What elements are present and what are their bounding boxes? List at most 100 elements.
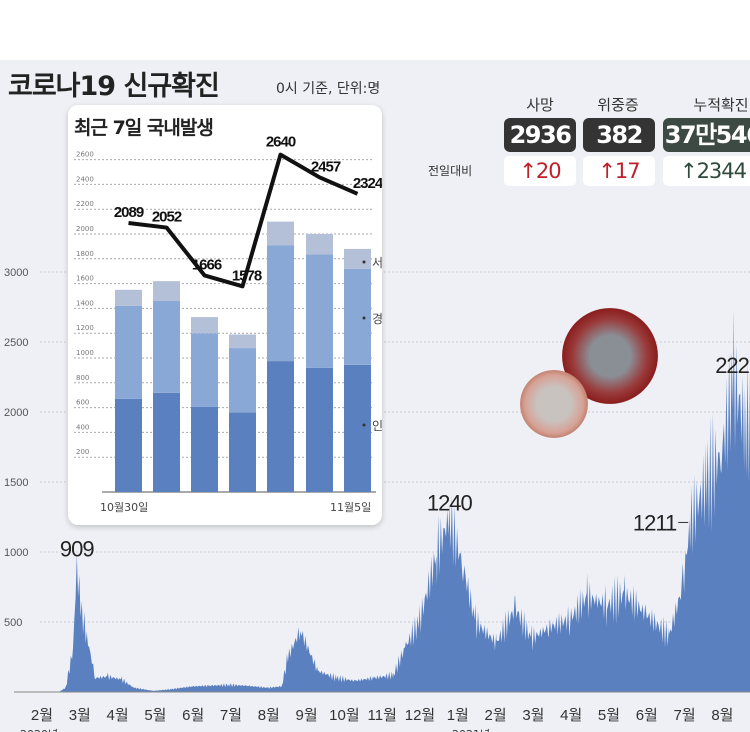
- bar-서울: [153, 392, 180, 482]
- inset-y-tick-label: 2400: [76, 175, 94, 183]
- bar-서울: [267, 361, 294, 482]
- x-tick-label: 8월: [258, 707, 280, 724]
- annotation-label: 909: [60, 537, 94, 562]
- bar-서울: [229, 412, 256, 482]
- inset-y-tick-label: 600: [76, 399, 89, 407]
- bar-base: [267, 482, 294, 492]
- line-value-label: 2324: [353, 175, 382, 192]
- line-value-label: 2089: [114, 204, 144, 221]
- y-tick-label: 500: [4, 617, 22, 629]
- annotation-label: 1211: [633, 510, 677, 535]
- diff-label: 전일대비: [428, 164, 473, 178]
- bar-서울: [306, 367, 333, 482]
- inset-x-label: 11월5일: [330, 500, 371, 514]
- y-tick-label: 2000: [4, 407, 28, 419]
- daily-cases-area: [27, 308, 750, 692]
- inset-y-tick-label: 1000: [76, 349, 94, 357]
- x-tick-label: 2월: [31, 707, 53, 724]
- bar-인천: [306, 234, 333, 255]
- bar-경기: [191, 333, 218, 407]
- x-tick-label: 6월: [636, 707, 658, 724]
- y-tick-label: 1000: [4, 547, 28, 559]
- x-tick-label: 8월: [711, 707, 733, 724]
- page-subtitle: 0시 기준, 단위:명: [276, 81, 381, 97]
- legend-label: 인천: [372, 418, 382, 433]
- year-label: 2020년: [20, 728, 58, 732]
- bar-base: [344, 482, 371, 492]
- x-tick-label: 4월: [107, 707, 129, 724]
- stat-value-cumulative: 37만546: [663, 118, 750, 152]
- bar-인천: [344, 248, 371, 269]
- inset-y-tick-label: 2600: [76, 151, 94, 159]
- recent-7-days-chart: 200 400 600 800 1000 1200 1400 1600 1800 2000 2200…: [74, 134, 382, 514]
- stat-label-cumulative: 누적확진: [693, 96, 749, 114]
- x-tick-label: 2월: [485, 707, 507, 724]
- annotation-label: 1240: [427, 490, 473, 515]
- inset-y-tick-label: 1200: [76, 324, 94, 332]
- bar-base: [153, 482, 180, 492]
- inset-y-tick-label: 200: [76, 448, 89, 456]
- x-tick-label: 9월: [296, 707, 318, 724]
- x-tick-label: 5월: [598, 707, 620, 724]
- bar-인천: [115, 289, 142, 306]
- inset-y-tick-label: 800: [76, 374, 89, 382]
- legend-label: 서울: [372, 256, 382, 270]
- page-title: 코로나19 신규확진: [8, 71, 220, 102]
- line-value-label: 1666: [192, 256, 222, 273]
- legend-marker: [362, 260, 366, 264]
- x-tick-label: 3월: [69, 707, 91, 724]
- bar-경기: [229, 348, 256, 413]
- bar-서울: [115, 398, 142, 482]
- stat-diff-cumulative: ↑2344: [663, 156, 750, 186]
- x-tick-label: 1월: [447, 707, 469, 724]
- x-tick-label: 5월: [144, 707, 166, 724]
- x-tick-label: 7월: [674, 707, 696, 724]
- stat-label-deaths: 사망: [526, 96, 554, 114]
- inset-x-label: 10월30일: [100, 500, 148, 514]
- inset-y-tick-label: 1400: [76, 299, 94, 307]
- bar-base: [306, 482, 333, 492]
- stat-diff-critical: ↑17: [583, 156, 655, 186]
- stat-value-critical: 382: [583, 118, 655, 152]
- bar-base: [191, 482, 218, 492]
- y-tick-label: 3000: [4, 267, 28, 279]
- y-tick-label: 2500: [4, 337, 28, 349]
- x-tick-label: 6월: [182, 707, 204, 724]
- inset-y-tick-label: 2000: [76, 225, 94, 233]
- bar-인천: [229, 334, 256, 349]
- annotation-label: 2221: [715, 353, 750, 378]
- bar-경기: [153, 300, 180, 393]
- legend-label: 경기: [372, 312, 382, 326]
- inset-y-tick-label: 400: [76, 423, 89, 431]
- bar-경기: [267, 245, 294, 362]
- bar-경기: [306, 254, 333, 368]
- bar-경기: [115, 305, 142, 399]
- bar-서울: [344, 364, 371, 482]
- total-line: [128, 152, 359, 289]
- bar-서울: [191, 406, 218, 482]
- coronavirus-small-icon: [520, 370, 588, 438]
- inset-y-tick-label: 1600: [76, 275, 94, 283]
- bar-인천: [191, 317, 218, 334]
- line-value-label: 2457: [311, 158, 341, 175]
- line-value-label: 2052: [152, 209, 182, 226]
- inset-y-tick-label: 1800: [76, 250, 94, 258]
- legend-marker: [362, 316, 366, 320]
- x-tick-label: 7월: [220, 707, 242, 724]
- stat-value-deaths: 2936: [504, 118, 576, 152]
- line-value-label: 1578: [232, 267, 262, 284]
- recent-7-days-panel: 200 400 600 800 1000 1200 1400 1600 1800 2000 2200…: [68, 105, 382, 525]
- stat-label-critical: 위중증: [597, 96, 639, 114]
- x-tick-label: 3월: [522, 707, 544, 724]
- legend-marker: [362, 423, 366, 427]
- x-tick-label: 11월: [368, 707, 397, 724]
- inset-y-tick-label: 2200: [76, 200, 94, 208]
- bar-인천: [153, 281, 180, 301]
- bar-인천: [267, 221, 294, 246]
- x-tick-label: 10월: [329, 707, 360, 724]
- stat-diff-deaths: ↑20: [504, 156, 576, 186]
- y-tick-label: 1500: [4, 477, 28, 489]
- year-label: 2021년: [452, 728, 490, 732]
- x-tick-label: 4월: [560, 707, 582, 724]
